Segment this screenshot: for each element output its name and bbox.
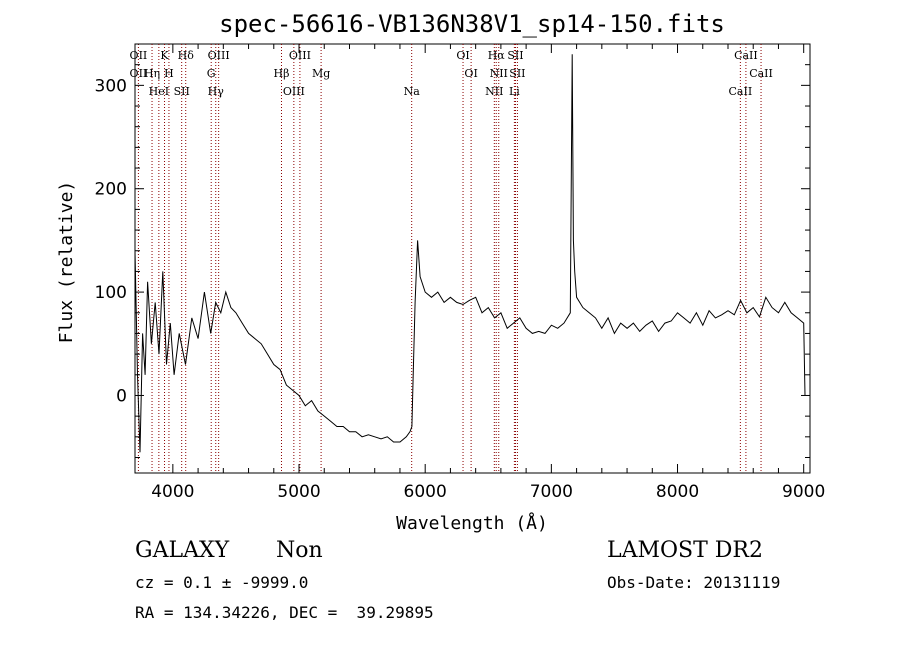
line-marker-label: Hγ	[208, 85, 225, 98]
line-marker-label: OIII	[208, 49, 230, 62]
line-marker-label: Na	[404, 85, 421, 98]
line-marker-label: OII	[130, 67, 148, 80]
plot-frame	[134, 43, 811, 474]
line-marker-label: OI	[464, 67, 477, 80]
axis-ticks	[135, 43, 810, 473]
x-tick-label: 4000	[151, 482, 194, 502]
line-marker-label: NII	[485, 85, 503, 98]
emission-line-labels: OIIOIIHηHeIKHSIIHδGHγOIIIHβOIIIOIIIMgNaO…	[130, 49, 773, 98]
redshift-cz: cz = 0.1 ± -9999.0	[135, 573, 309, 592]
line-marker-label: Mg	[312, 67, 330, 80]
object-class: GALAXY	[135, 538, 230, 563]
survey-name: LAMOST DR2	[607, 538, 763, 563]
x-tick-label: 9000	[782, 482, 825, 502]
line-marker-label: OII	[130, 49, 148, 62]
x-tick-label: 6000	[404, 482, 447, 502]
x-tick-labels: 4000 5000 6000 7000 8000 9000	[151, 482, 825, 502]
y-tick-label: 0	[116, 386, 127, 406]
line-marker-label: CaII	[729, 85, 753, 98]
line-marker-label: CaII	[749, 67, 773, 80]
object-subclass: Non	[276, 538, 323, 563]
y-tick-label: 100	[95, 283, 127, 303]
line-marker-label: Hα	[488, 49, 506, 62]
line-marker-label: OIII	[289, 49, 311, 62]
x-axis-label: Wavelength (Å)	[396, 512, 548, 534]
x-tick-label: 5000	[277, 482, 320, 502]
ra-dec: RA = 134.34226, DEC = 39.29895	[135, 603, 434, 622]
line-marker-label: Hβ	[274, 67, 290, 80]
emission-line-markers	[137, 44, 762, 473]
observation-date: Obs-Date: 20131119	[607, 573, 781, 592]
line-marker-label: SII	[507, 49, 523, 62]
y-tick-labels: 0 100 200 300	[95, 76, 127, 406]
y-axis-label: Flux (relative)	[56, 181, 77, 344]
line-marker-label: SII	[509, 67, 525, 80]
line-marker-label: OI	[456, 49, 469, 62]
line-marker-label: G	[207, 67, 216, 80]
x-tick-label: 7000	[530, 482, 573, 502]
line-marker-label: SII	[174, 85, 190, 98]
y-tick-label: 200	[95, 180, 127, 200]
chart-title: spec-56616-VB136N38V1_sp14-150.fits	[219, 10, 725, 38]
line-marker-label: CaII	[734, 49, 758, 62]
line-marker-label: Li	[509, 85, 520, 98]
line-marker-label: Hη	[144, 67, 160, 80]
line-marker-label: NII	[490, 67, 508, 80]
y-tick-label: 300	[95, 76, 127, 96]
line-marker-label: OIII	[283, 85, 305, 98]
line-marker-label: HeI	[149, 85, 169, 98]
x-tick-label: 8000	[656, 482, 699, 502]
spectrum-series-line	[134, 54, 806, 453]
line-marker-label: H	[164, 67, 174, 80]
line-marker-label: Hδ	[178, 49, 195, 62]
line-marker-label: K	[160, 49, 169, 62]
